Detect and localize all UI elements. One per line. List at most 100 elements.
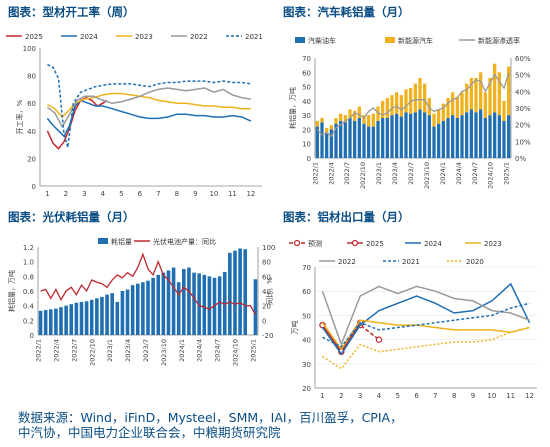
bar-pv-aluminum	[207, 276, 212, 335]
bar-pv-aluminum	[182, 269, 186, 335]
y-tick-label: 1.2	[23, 244, 34, 252]
x-tick-label: 2024/7	[471, 162, 479, 185]
bar-ice-vehicle	[404, 112, 408, 158]
bar-nev	[399, 95, 403, 117]
x-tick-label: 12	[525, 392, 534, 400]
bar-pv-aluminum	[233, 250, 237, 335]
bar-ice-vehicle	[423, 112, 427, 158]
bar-ice-vehicle	[474, 112, 478, 158]
bar-pv-aluminum	[100, 296, 104, 335]
x-tick-label: 2022/10	[88, 339, 96, 366]
bar-nev	[418, 78, 422, 110]
bar-ice-vehicle	[376, 120, 380, 158]
bar-ice-vehicle	[357, 118, 361, 158]
y-tick-label: 60	[27, 100, 36, 108]
x-tick-label: 11	[506, 392, 515, 400]
x-tick-label: 2022/4	[52, 339, 60, 362]
bar-ice-vehicle	[455, 118, 459, 158]
bar-nev	[413, 83, 417, 113]
y2-axis-label: 同比，%	[265, 277, 274, 305]
bar-pv-aluminum	[64, 305, 68, 335]
y-tick-label: 80	[27, 73, 36, 81]
x-tick-label: 10	[209, 190, 218, 198]
bar-ice-vehicle	[413, 112, 417, 158]
y-tick-label: 20	[27, 155, 36, 163]
bar-nev	[465, 83, 469, 113]
bar-nev	[329, 125, 333, 130]
bar-pv-aluminum	[125, 289, 130, 335]
x-tick-label: 9	[471, 392, 475, 400]
bar-nev	[367, 115, 371, 127]
bar-pv-aluminum	[105, 294, 109, 335]
bar-ice-vehicle	[469, 109, 473, 158]
bar-nev	[404, 89, 408, 113]
bar-ice-vehicle	[432, 126, 436, 158]
x-tick-label: 3	[358, 392, 362, 400]
x-tick-label: 2022/10	[359, 162, 367, 189]
x-tick-label: 1	[45, 190, 49, 198]
series-line-2024	[321, 282, 531, 356]
y-tick-label: 20	[302, 126, 311, 134]
y-tick-label: 30	[302, 361, 311, 369]
bar-pv-aluminum	[187, 267, 191, 335]
bar-ice-vehicle	[381, 118, 385, 158]
y2-tick-label: 100	[262, 244, 275, 252]
bar-ice-vehicle	[493, 112, 497, 158]
bar-nev	[502, 100, 506, 121]
x-tick-label: 2025/1	[503, 162, 511, 185]
x-tick-label: 8	[175, 190, 179, 198]
legend-label: 2025	[25, 33, 43, 41]
bar-pv-aluminum	[171, 267, 176, 335]
bar-ice-vehicle	[399, 116, 403, 158]
x-tick-label: 4	[101, 190, 106, 198]
y-tick-label: 20	[302, 385, 311, 393]
legend-label: 2023	[135, 33, 153, 41]
y-axis-label: 开工率，%	[15, 99, 24, 134]
legend-label: 2021	[402, 258, 420, 266]
x-tick-label: 2023/7	[407, 162, 415, 185]
series-line-pv-yoy	[40, 252, 256, 315]
y-tick-label: 40	[302, 98, 311, 106]
y2-tick-label: 40	[262, 288, 271, 296]
bar-pv-aluminum	[238, 248, 242, 335]
bar-pv-aluminum	[253, 279, 258, 335]
bar-ice-vehicle	[465, 112, 469, 158]
x-tick-label: 2024/7	[214, 339, 222, 362]
x-tick-label: 2024/4	[196, 339, 204, 362]
legend-label: 2022	[338, 258, 356, 266]
y-tick-label: 0.8	[23, 273, 34, 281]
x-tick-label: 7	[433, 392, 437, 400]
bar-ice-vehicle	[437, 123, 441, 158]
x-tick-label: 2022/7	[70, 339, 78, 362]
x-tick-label: 2023/4	[391, 162, 399, 185]
bar-pv-aluminum	[89, 299, 94, 335]
x-tick-label: 5	[119, 190, 123, 198]
chart-title: 图表：型材开工率（周）	[8, 5, 135, 19]
bar-pv-aluminum	[146, 280, 150, 335]
bar-pv-aluminum	[161, 272, 166, 335]
legend-swatch	[295, 37, 305, 43]
legend-label: 光伏电池产量：同比	[153, 237, 216, 246]
bar-ice-vehicle	[315, 126, 319, 158]
bar-nev	[371, 113, 375, 127]
bar-nev	[455, 96, 459, 118]
bar-nev	[339, 113, 343, 121]
x-tick-label: 2022/7	[343, 162, 351, 185]
bar-pv-aluminum	[197, 273, 201, 335]
bar-nev	[395, 92, 399, 114]
x-tick-label: 2024/10	[487, 162, 495, 189]
x-tick-label: 2024/1	[439, 162, 447, 185]
bar-nev	[469, 78, 473, 110]
bar-nev	[376, 106, 380, 121]
bar-ice-vehicle	[488, 115, 492, 158]
bar-ice-vehicle	[395, 113, 399, 158]
legend-label: 新能源渗透率	[478, 36, 520, 45]
y2-tick-label: 60	[262, 273, 271, 281]
bar-nev	[353, 110, 357, 121]
bar-ice-vehicle	[446, 118, 450, 158]
x-tick-label: 2	[64, 190, 68, 198]
bar-nev	[390, 95, 394, 116]
bar-nev	[451, 92, 455, 116]
bar-ice-vehicle	[334, 123, 338, 158]
series-line-2024	[46, 99, 252, 138]
